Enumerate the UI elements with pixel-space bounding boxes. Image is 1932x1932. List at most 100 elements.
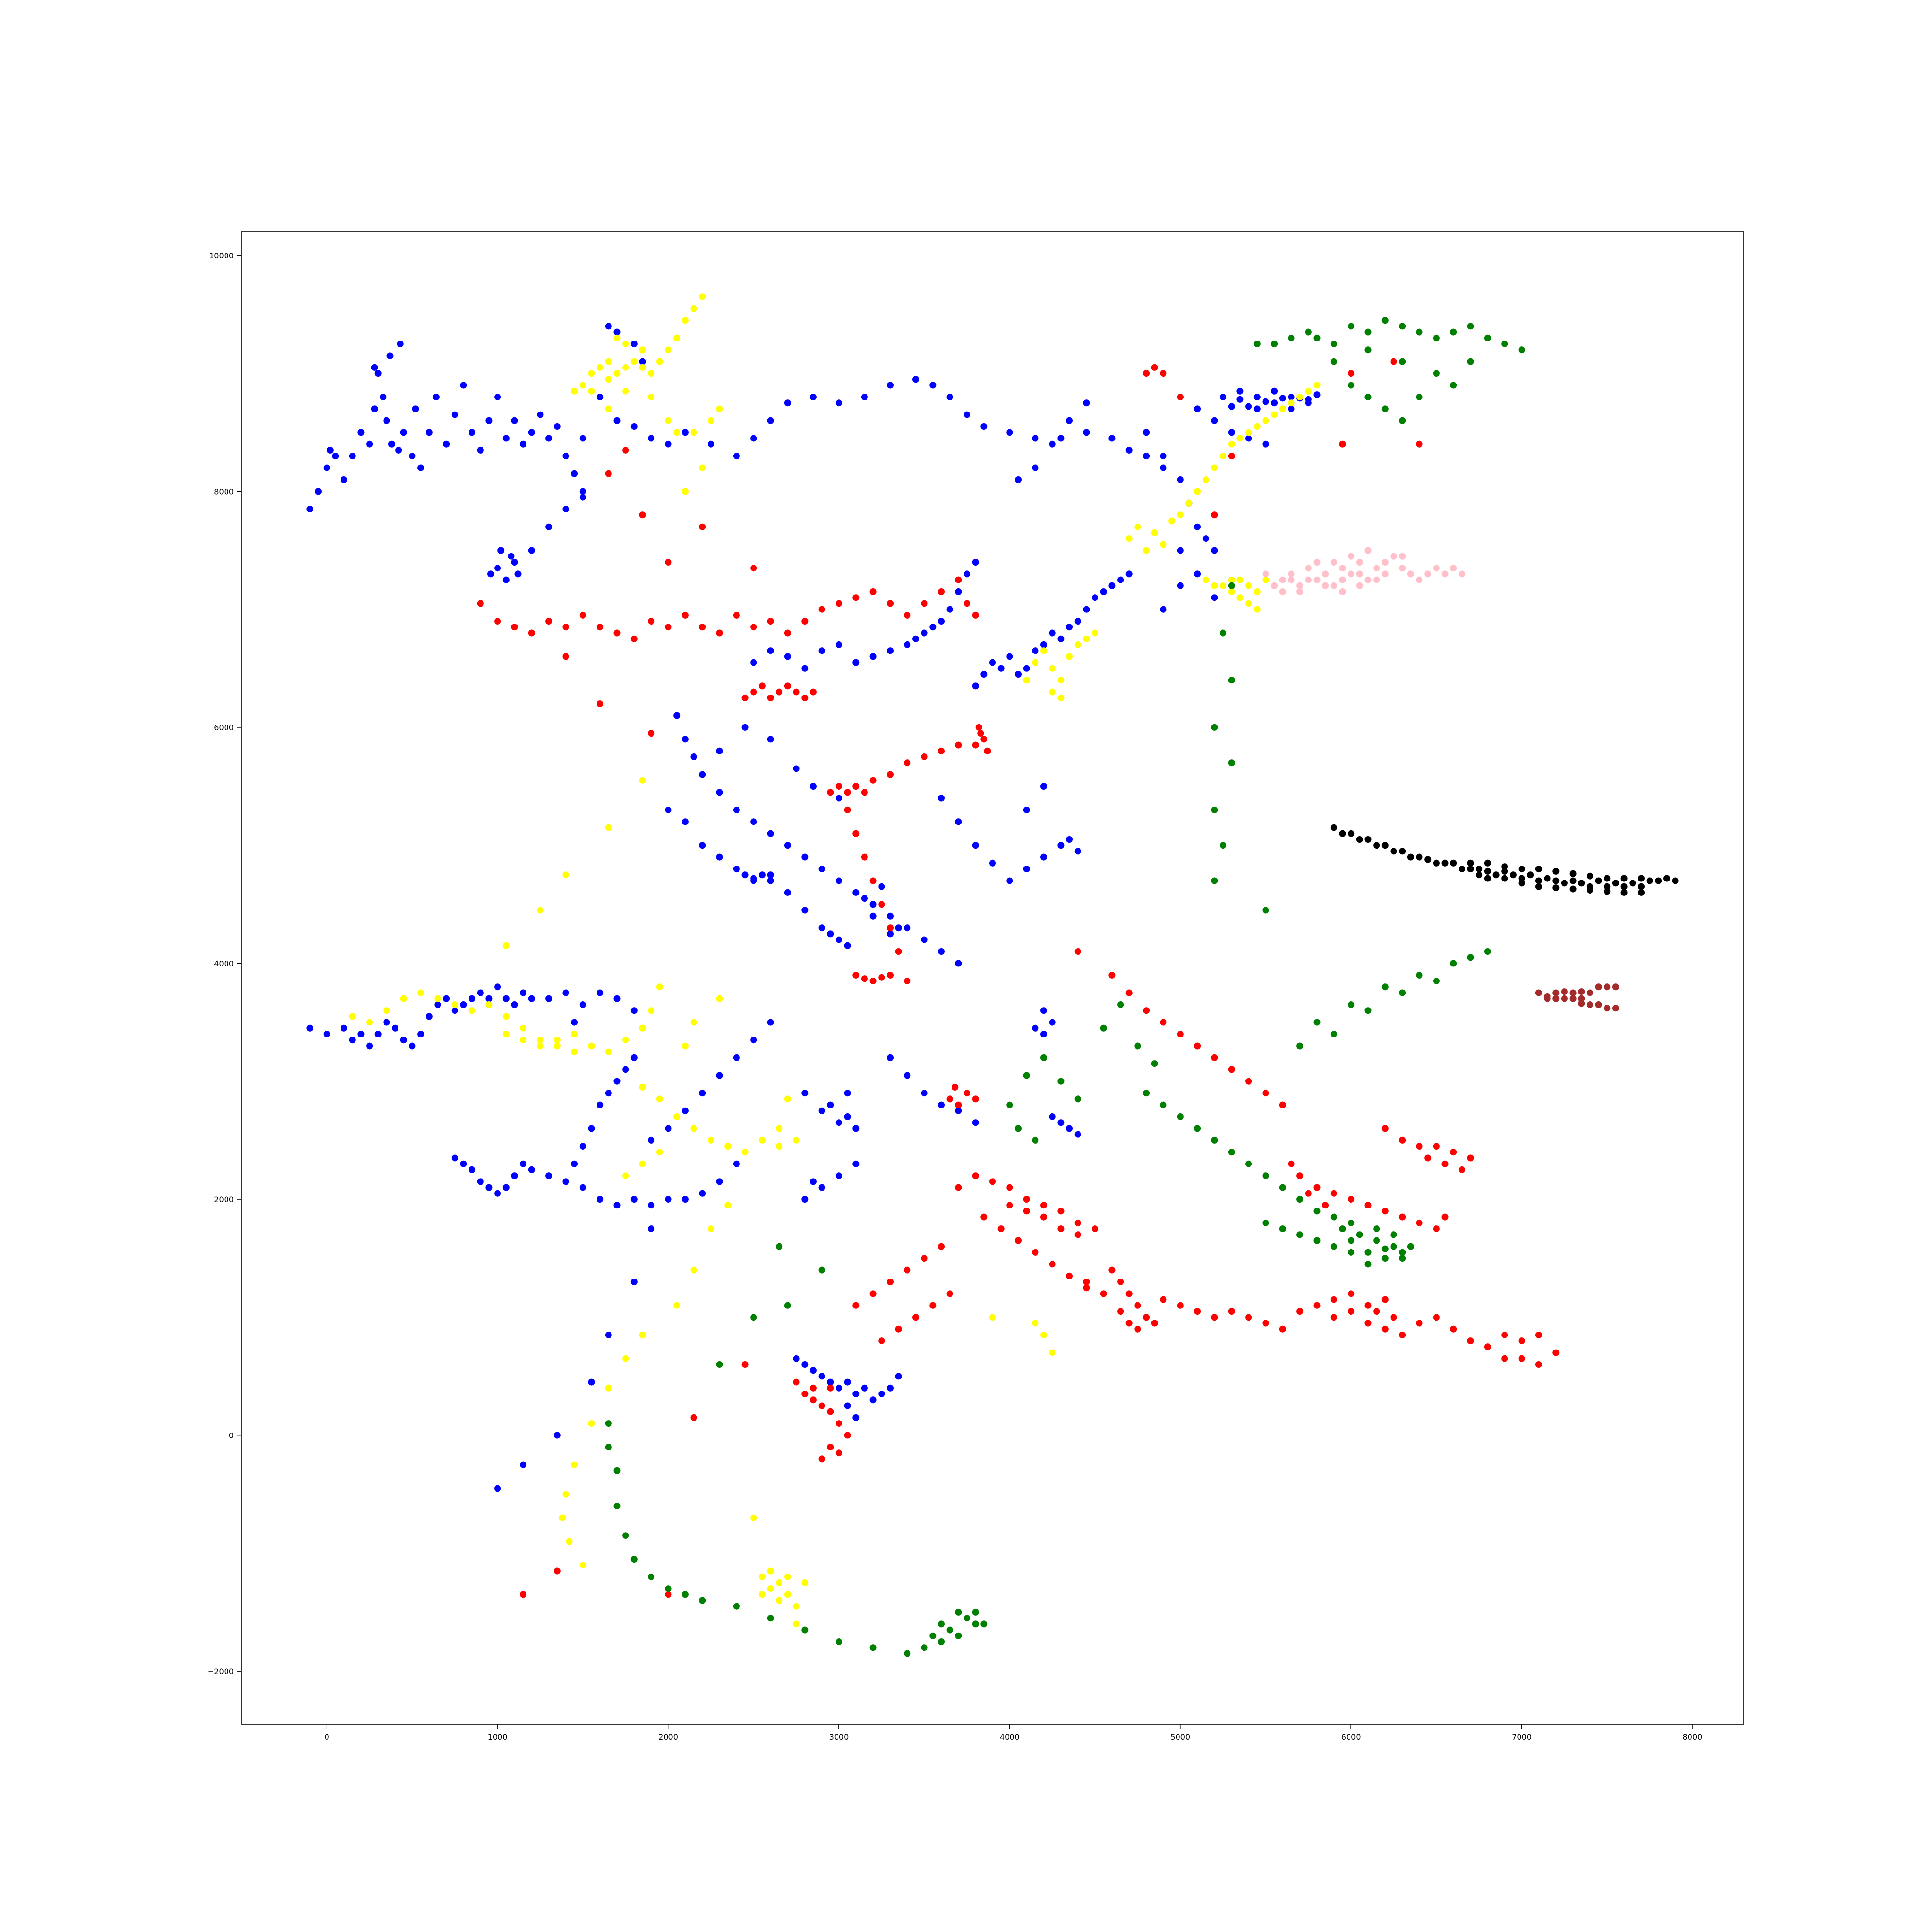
- scatter-point: [1356, 570, 1363, 578]
- scatter-point: [1492, 871, 1500, 879]
- scatter-point: [460, 382, 467, 389]
- scatter-point: [1450, 859, 1457, 867]
- scatter-point: [1416, 576, 1423, 583]
- scatter-point: [955, 818, 962, 825]
- x-tick-label: 2000: [658, 1733, 678, 1742]
- scatter-point: [1194, 405, 1201, 412]
- scatter-point: [827, 1384, 834, 1392]
- y-tick-label: 0: [229, 1431, 234, 1440]
- scatter-point: [682, 1107, 689, 1114]
- scatter-point: [392, 1024, 399, 1032]
- scatter-point: [1348, 830, 1355, 837]
- scatter-point: [810, 783, 817, 790]
- scatter-point: [869, 1644, 877, 1651]
- scatter-point: [1262, 1090, 1269, 1097]
- scatter-point: [1083, 1284, 1090, 1292]
- scatter-point: [887, 912, 894, 920]
- scatter-point: [750, 1514, 757, 1521]
- scatter-point: [412, 405, 419, 412]
- scatter-point: [733, 1603, 740, 1610]
- scatter-point: [1604, 883, 1611, 890]
- scatter-point: [1211, 1314, 1218, 1321]
- scatter-point: [1049, 665, 1056, 672]
- scatter-point: [1074, 1231, 1081, 1238]
- scatter-point: [972, 1608, 979, 1616]
- scatter-point: [1262, 398, 1269, 405]
- scatter-point: [494, 1190, 501, 1197]
- scatter-point: [1015, 671, 1022, 678]
- scatter-point: [1006, 1202, 1013, 1209]
- scatter-point: [1279, 576, 1286, 583]
- scatter-point: [946, 1626, 953, 1634]
- scatter-point: [665, 559, 672, 566]
- scatter-point: [793, 688, 800, 696]
- scatter-point: [579, 611, 586, 619]
- scatter-point: [818, 1266, 825, 1274]
- scatter-point: [835, 783, 842, 790]
- scatter-point: [758, 1591, 766, 1598]
- scatter-point: [1578, 988, 1585, 995]
- scatter-point: [665, 1585, 672, 1592]
- scatter-point: [1032, 435, 1039, 442]
- scatter-point: [357, 1031, 365, 1037]
- scatter-point: [707, 1225, 714, 1233]
- scatter-point: [1578, 995, 1585, 1002]
- scatter-point: [1262, 907, 1269, 914]
- y-tick-label: −2000: [208, 1667, 234, 1676]
- scatter-point: [1313, 559, 1321, 566]
- scatter-point: [1348, 1219, 1355, 1226]
- scatter-point: [1501, 1355, 1508, 1362]
- scatter-point: [852, 659, 860, 666]
- scatter-point: [784, 1591, 791, 1598]
- scatter-point: [520, 440, 527, 448]
- scatter-point: [1416, 1143, 1423, 1150]
- scatter-point: [341, 1024, 347, 1032]
- scatter-point: [682, 1591, 689, 1598]
- scatter-point: [938, 1638, 945, 1645]
- scatter-point: [1501, 867, 1508, 875]
- scatter-point: [400, 1037, 407, 1044]
- scatter-point: [776, 1125, 783, 1132]
- scatter-point: [1117, 1001, 1124, 1008]
- scatter-point: [955, 1101, 962, 1108]
- scatter-point: [605, 1444, 612, 1450]
- scatter-point: [1441, 1160, 1449, 1167]
- scatter-point: [1074, 641, 1081, 648]
- scatter-point: [1450, 1325, 1457, 1333]
- scatter-point: [528, 429, 535, 436]
- scatter-point: [1057, 842, 1065, 849]
- scatter-point: [1330, 1190, 1337, 1197]
- scatter-point: [1245, 600, 1252, 607]
- scatter-point: [938, 618, 945, 625]
- scatter-point: [1236, 435, 1244, 442]
- scatter-point: [1194, 488, 1201, 495]
- scatter-point: [648, 370, 655, 377]
- scatter-point: [1253, 588, 1261, 595]
- scatter-point: [1049, 688, 1056, 696]
- scatter-point: [964, 600, 970, 607]
- scatter-point: [869, 777, 877, 784]
- y-tick-label: 4000: [214, 959, 234, 968]
- scatter-point: [955, 960, 962, 967]
- scatter-point: [989, 859, 996, 867]
- scatter-point: [1015, 476, 1022, 483]
- scatter-point: [1629, 880, 1636, 887]
- scatter-point: [1253, 423, 1261, 430]
- scatter-point: [597, 364, 604, 371]
- scatter-point: [605, 323, 612, 330]
- scatter-point: [1023, 665, 1030, 672]
- scatter-point: [613, 1467, 621, 1474]
- scatter-point: [844, 789, 851, 796]
- scatter-point: [852, 1160, 860, 1167]
- scatter-point: [1220, 582, 1227, 589]
- scatter-point: [997, 1225, 1005, 1233]
- scatter-point: [1125, 1290, 1133, 1297]
- scatter-point: [1125, 989, 1133, 996]
- scatter-point: [1117, 1308, 1124, 1315]
- scatter-point: [980, 1620, 988, 1628]
- scatter-point: [443, 440, 450, 448]
- scatter-point: [327, 446, 334, 454]
- scatter-point: [955, 1608, 962, 1616]
- scatter-point: [494, 983, 501, 991]
- scatter-point: [1160, 370, 1167, 377]
